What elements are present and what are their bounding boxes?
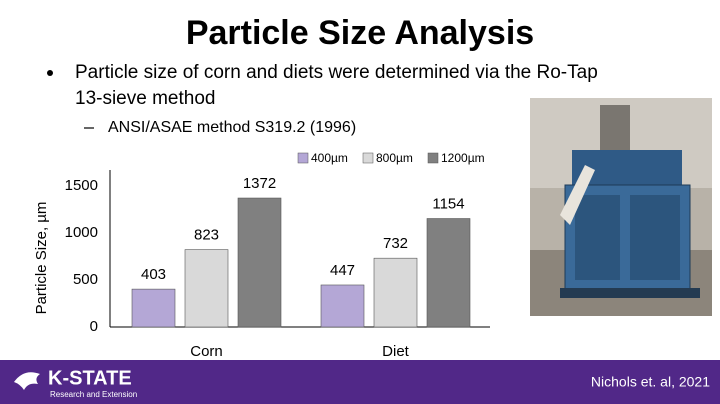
bar <box>237 197 282 328</box>
sub-bullet-text: ANSI/ASAE method S319.2 (1996) <box>108 119 356 136</box>
logo-text: K-STATE <box>48 367 132 389</box>
wildcat-logo <box>14 372 40 390</box>
value-label: 403 <box>141 266 166 283</box>
y-tick-label: 1000 <box>65 224 98 241</box>
legend-label: 1200µm <box>441 151 485 165</box>
bullet-text: 13-sieve method <box>75 88 215 109</box>
value-label: 1154 <box>432 195 464 212</box>
bar <box>426 218 471 328</box>
x-tick-label: Corn <box>190 343 223 360</box>
machine-photo <box>530 98 712 316</box>
value-label: 1372 <box>243 175 276 192</box>
bullet-dot <box>47 70 53 76</box>
value-label: 732 <box>383 235 408 252</box>
logo-subtext: Research and Extension <box>50 390 137 399</box>
x-tick-label: Diet <box>382 343 410 360</box>
legend-swatch <box>427 152 439 164</box>
value-label: 823 <box>194 227 219 244</box>
legend-label: 800µm <box>376 151 413 165</box>
bullet-text: Particle size of corn and diets were det… <box>75 62 598 83</box>
bar <box>184 249 229 328</box>
chart: 0 500 1000 1500 400µm 800µm 1200µm Corn 403 823 13… <box>65 151 490 360</box>
slide-title: Particle Size Analysis <box>186 14 534 52</box>
citation: Nichols et. al, 2021 <box>591 374 710 390</box>
y-axis-title: Particle Size, µm <box>33 202 50 315</box>
legend-label: 400µm <box>311 151 348 165</box>
legend-swatch <box>297 152 309 164</box>
bar <box>131 288 176 328</box>
bar <box>320 284 365 328</box>
y-tick-label: 0 <box>90 318 98 335</box>
value-label: 447 <box>330 262 355 279</box>
y-tick-label: 1500 <box>65 177 98 194</box>
footer-band <box>0 360 720 404</box>
bar <box>373 257 418 328</box>
y-tick-label: 500 <box>73 271 98 288</box>
legend-swatch <box>362 152 374 164</box>
